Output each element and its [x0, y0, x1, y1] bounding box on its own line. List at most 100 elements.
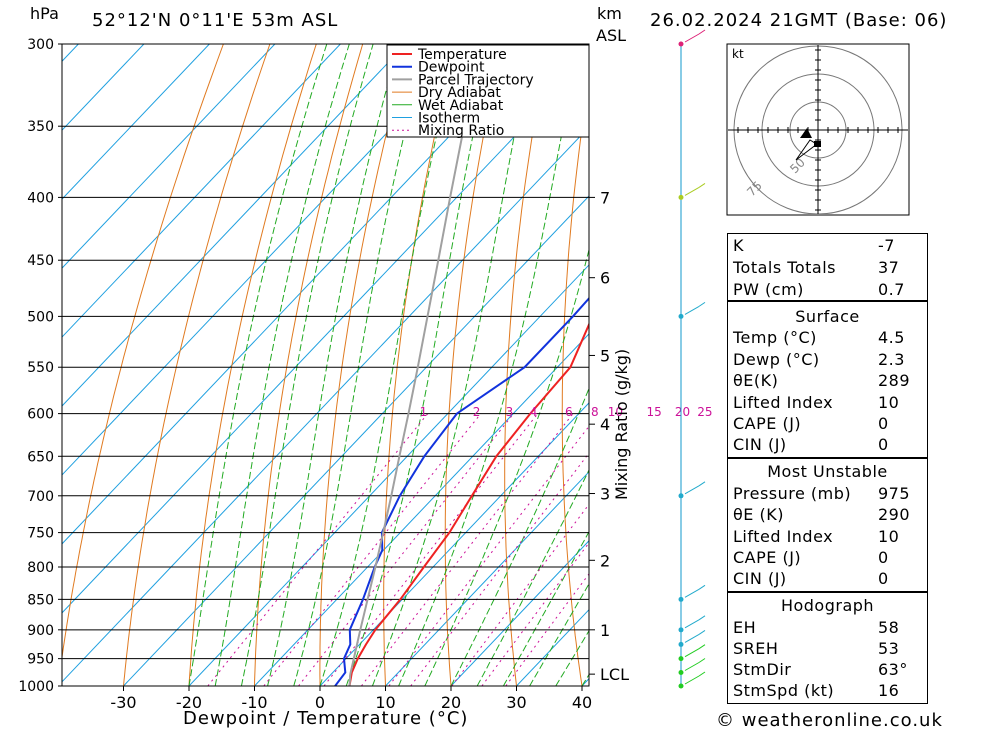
dry-adiabat-line	[561, 77, 589, 686]
mixing-ratio-axis-label: Mixing Ratio (g/kg)	[612, 348, 631, 500]
wind-barb-icon	[698, 615, 706, 621]
wind-barb-icon	[684, 648, 700, 658]
surface-temp-label: Temp (°C)	[733, 328, 817, 347]
wind-barb-icon	[698, 658, 706, 663]
isotherm-line	[62, 44, 210, 200]
height-unit-km: km	[597, 4, 622, 23]
temperature-tick-label: -20	[176, 693, 202, 712]
temperature-tick-label: 30	[506, 693, 526, 712]
surface-cape-value: 0	[878, 414, 889, 433]
k-label: K	[733, 236, 744, 255]
stmdir-label: StmDir	[733, 660, 792, 679]
stmdir-value: 63°	[878, 660, 908, 679]
isotherm-line	[62, 44, 145, 131]
temperature-tick-label: -10	[241, 693, 267, 712]
mixing-ratio-value-label: 25	[697, 405, 712, 419]
pressure-tick-label: 800	[27, 560, 54, 576]
wet-adiabat-line	[502, 530, 589, 686]
isotherm-line	[254, 333, 589, 686]
pressure-tick-label: 900	[27, 623, 54, 639]
pressure-tick-label: 300	[27, 37, 54, 53]
legend-entry: Isotherm	[418, 111, 480, 127]
legend-entry: Parcel Trajectory	[418, 72, 534, 88]
wind-barb-icon	[684, 662, 700, 671]
pressure-tick-label: 850	[27, 592, 54, 608]
mu-cape-label: CAPE (J)	[733, 548, 802, 567]
wind-barb-icon	[684, 186, 700, 196]
wind-level-dot	[678, 493, 684, 499]
surface-cin-value: 0	[878, 435, 889, 454]
temperature-tick-label: 10	[375, 693, 395, 712]
mixing-ratio-lines	[207, 413, 589, 686]
eh-value: 58	[878, 618, 900, 637]
wind-barb-icon	[684, 588, 700, 598]
wind-barb-icon	[684, 633, 700, 643]
dry-adiabat-line	[672, 44, 713, 686]
hodograph-mean-wind-marker	[800, 128, 812, 138]
isotherm-line	[385, 471, 589, 686]
legend-entry: Dry Adiabat	[418, 85, 501, 101]
legend-entry: Mixing Ratio	[418, 123, 504, 139]
wind-level-dot	[678, 669, 684, 675]
mixing-ratio-value-label: 3	[506, 405, 514, 419]
plot-frame	[61, 43, 590, 687]
pressure-tick-label: 1000	[18, 679, 54, 695]
wind-barb-icon	[698, 29, 706, 35]
temperature-tick-label: 40	[572, 693, 592, 712]
legend-entry: Temperature	[417, 47, 507, 63]
pressure-tick-label: 500	[27, 309, 54, 325]
mixing-ratio-value-label: 2	[473, 405, 481, 419]
indices-table: K -7 Totals Totals 37 PW (cm) 0.7	[727, 233, 928, 301]
most-unstable-table: Most Unstable Pressure (mb) 975 θE (K) 290…	[727, 458, 928, 592]
location-title: 52°12'N 0°11'E 53m ASL	[92, 10, 339, 31]
wind-barb-icon	[684, 33, 700, 43]
pressure-tick-label: 350	[27, 119, 54, 135]
wet-adiabat-line	[188, 44, 328, 686]
surface-theta-value: 289	[878, 371, 911, 390]
isotherm-line	[62, 44, 472, 476]
wet-adiabat-line	[319, 44, 459, 686]
dry-adiabat-line	[319, 44, 410, 686]
height-tick-label: 5	[600, 346, 610, 365]
pw-value: 0.7	[878, 280, 905, 299]
profile-series	[334, 78, 589, 686]
surface-title: Surface	[795, 307, 860, 326]
dry-adiabat-line	[966, 44, 1000, 686]
mixing-ratio-line	[505, 573, 589, 686]
totals-totals-value: 37	[878, 258, 900, 277]
wind-level-dot	[678, 627, 684, 633]
mixing-ratio-value-label: 15	[646, 405, 661, 419]
copyright-footer: © weatheronline.co.uk	[716, 710, 943, 731]
mu-pressure-value: 975	[878, 484, 911, 503]
surface-theta-label: θE(K)	[733, 371, 779, 390]
mu-cin-label: CIN (J)	[733, 569, 787, 588]
isotherm-line	[0, 44, 13, 686]
surface-table: Surface Temp (°C) 4.5 Dewp (°C) 2.3 θE(K) 2…	[727, 301, 928, 458]
mixing-ratio-value-label: 1	[420, 405, 428, 419]
stmspd-label: StmSpd (kt)	[733, 681, 835, 700]
wind-level-dot	[678, 313, 684, 319]
dewpoint-line	[334, 296, 589, 686]
height-tick-label: 3	[600, 485, 610, 504]
pressure-tick-label: 950	[27, 652, 54, 668]
wind-level-dot	[678, 194, 684, 200]
temperature-tick-label: 20	[441, 693, 461, 712]
parcel-trajectory-line	[348, 78, 476, 686]
wet-adiabat-line	[529, 582, 589, 686]
stmspd-value: 16	[878, 681, 900, 700]
pw-label: PW (cm)	[733, 280, 804, 299]
isotherm-line	[62, 126, 589, 683]
legend-entry: Dewpoint	[418, 60, 485, 76]
height-tick-label: LCL	[600, 665, 629, 684]
mixing-ratio-value-label: 6	[565, 405, 573, 419]
dry-adiabat-line	[62, 44, 224, 661]
mu-pressure-label: Pressure (mb)	[733, 484, 852, 503]
isotherm-line	[62, 44, 407, 407]
surface-cape-label: CAPE (J)	[733, 414, 802, 433]
valid-time-title: 26.02.2024 21GMT (Base: 06)	[650, 10, 948, 31]
height-tick-label: 1	[600, 621, 610, 640]
pressure-tick-label: 600	[27, 407, 54, 423]
k-value: -7	[878, 236, 895, 255]
